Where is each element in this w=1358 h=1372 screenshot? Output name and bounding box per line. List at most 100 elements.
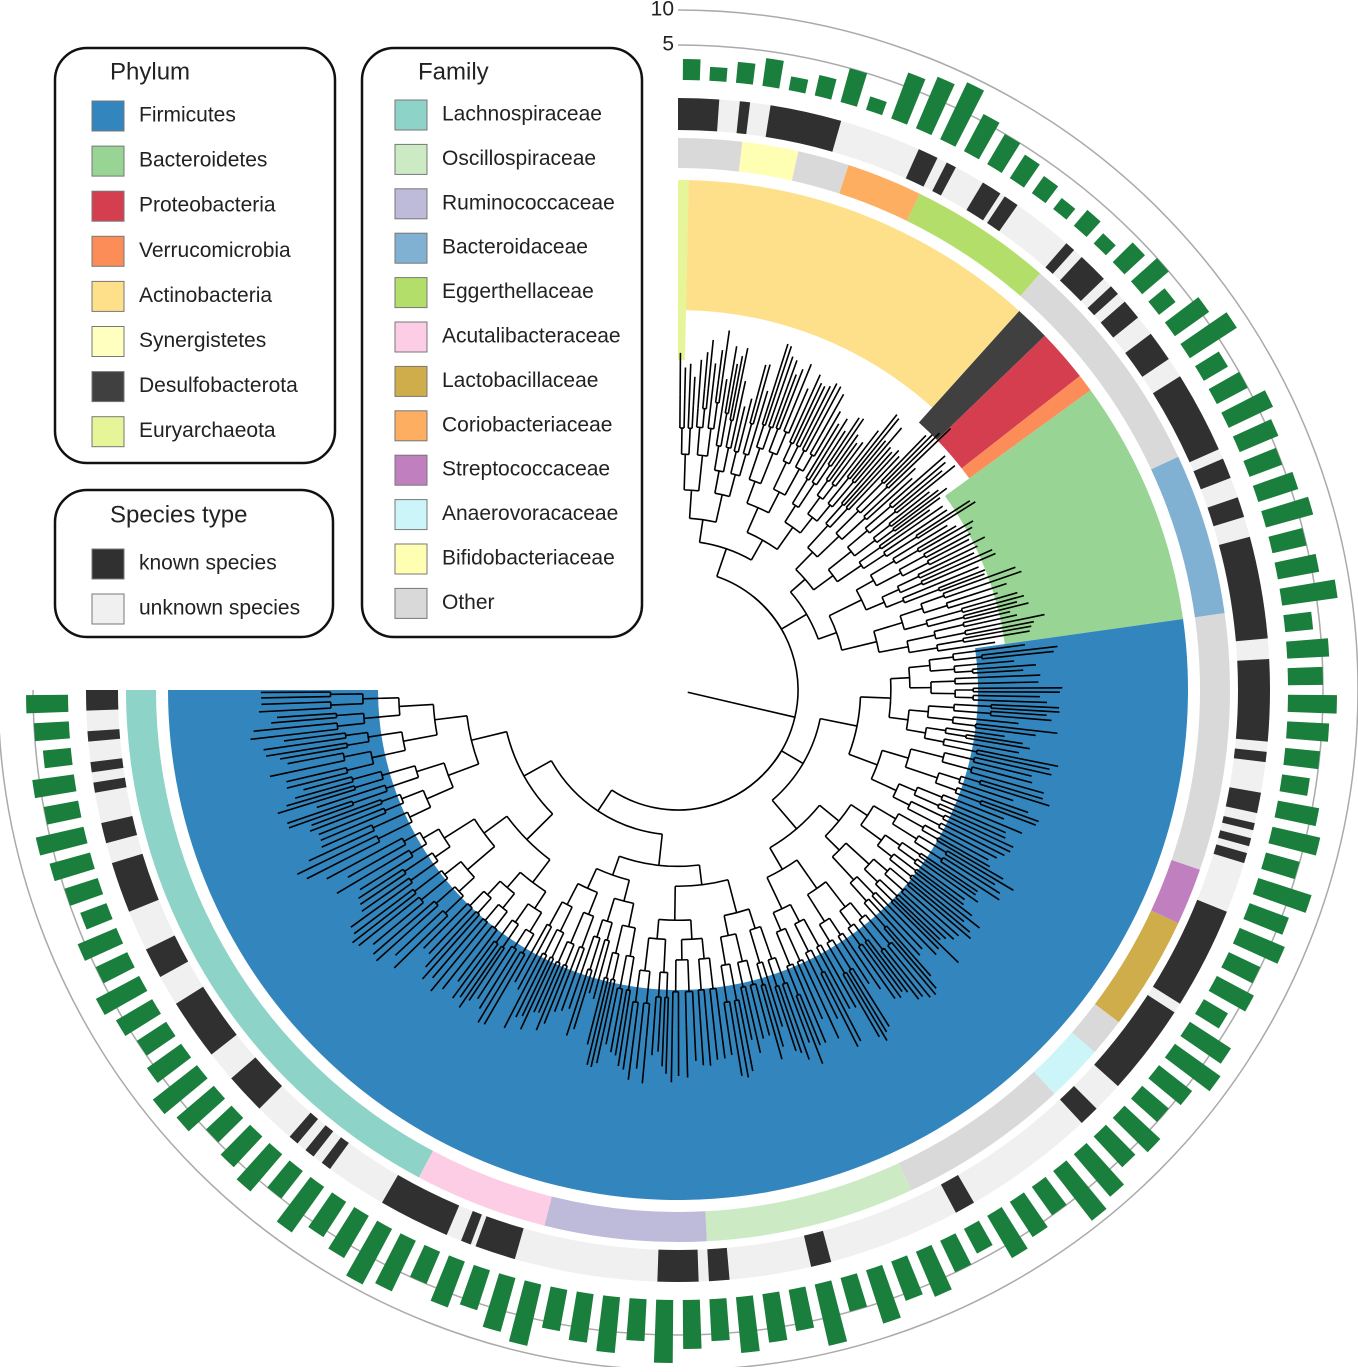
branch: [667, 973, 668, 998]
branch: [924, 606, 947, 613]
bar: [78, 928, 124, 961]
branch: [471, 732, 506, 741]
branch: [882, 589, 899, 597]
branch: [825, 836, 839, 850]
branch: [829, 600, 861, 616]
branch: [860, 697, 890, 698]
legend-swatch: [92, 191, 124, 221]
legend-swatch: [92, 146, 124, 176]
branch: [699, 959, 701, 990]
branch: [514, 929, 526, 947]
branch: [708, 340, 713, 389]
branch: [736, 356, 743, 390]
bar: [1268, 528, 1306, 553]
branch: [826, 882, 845, 907]
branch: [769, 429, 778, 452]
bar: [1053, 198, 1075, 220]
branch: [937, 640, 963, 645]
branch: [717, 576, 782, 629]
family-segment: [792, 151, 849, 193]
branch: [749, 448, 760, 479]
branch: [689, 364, 691, 406]
branch: [657, 919, 659, 938]
branch: [899, 784, 916, 791]
branch: [535, 892, 546, 909]
branch: [905, 590, 939, 603]
branch: [791, 579, 806, 592]
branch: [604, 941, 609, 959]
branch: [893, 797, 909, 805]
branch: [589, 892, 598, 914]
branch: [817, 536, 839, 557]
branch: [716, 495, 722, 522]
legend-title: Phylum: [110, 58, 190, 85]
bar: [1074, 210, 1101, 237]
legend-label: Coriobacteriaceae: [442, 413, 612, 436]
branch: [924, 544, 942, 554]
branch: [757, 425, 764, 447]
branch: [495, 911, 508, 927]
branch: [507, 872, 520, 887]
legend-label: Lactobacillaceae: [442, 369, 598, 392]
branch: [565, 944, 574, 965]
branch: [776, 932, 789, 965]
branch: [598, 790, 612, 811]
branch: [926, 548, 944, 557]
bar: [683, 59, 701, 80]
branch: [799, 483, 815, 507]
branch: [893, 824, 917, 839]
bar: [789, 76, 809, 93]
bar: [1261, 497, 1313, 528]
branch: [973, 695, 1009, 696]
branch: [789, 446, 798, 464]
branch: [928, 717, 953, 720]
branch: [773, 344, 788, 391]
branch: [946, 728, 967, 731]
branch: [808, 525, 828, 547]
bar: [940, 1233, 971, 1272]
branch: [410, 807, 431, 817]
branch: [747, 481, 755, 503]
branch: [885, 835, 900, 845]
branch: [871, 561, 895, 575]
branch: [936, 633, 966, 639]
bar: [683, 1300, 702, 1349]
branch: [810, 434, 821, 454]
branch: [435, 716, 467, 720]
branch: [693, 377, 695, 406]
branch: [750, 930, 760, 963]
branch: [606, 952, 612, 977]
species-segment: [766, 105, 842, 151]
branch: [874, 859, 888, 871]
legend-swatch: [92, 549, 124, 579]
branch: [697, 427, 699, 455]
legend-swatch: [395, 278, 427, 308]
branch: [776, 407, 784, 428]
branch: [953, 723, 976, 726]
branch: [719, 380, 722, 403]
branch: [691, 920, 692, 939]
branch: [717, 549, 726, 577]
branch: [792, 479, 807, 503]
branch: [850, 883, 866, 901]
branch: [478, 898, 491, 913]
bar: [460, 1265, 490, 1310]
branch: [725, 394, 728, 413]
legend-swatch: [92, 281, 124, 311]
branch: [926, 728, 945, 731]
branch: [308, 702, 331, 703]
branch: [876, 573, 901, 586]
legend-title: Family: [418, 58, 489, 85]
branch: [842, 642, 877, 650]
branch: [616, 925, 623, 953]
branch: [738, 433, 743, 452]
bar: [1286, 638, 1329, 658]
bar: [762, 58, 783, 88]
branch: [796, 451, 805, 467]
branch: [444, 819, 474, 838]
bar: [762, 1292, 787, 1343]
branch: [524, 761, 551, 776]
branch: [1009, 696, 1039, 697]
branch: [723, 448, 728, 472]
branch: [930, 669, 954, 671]
